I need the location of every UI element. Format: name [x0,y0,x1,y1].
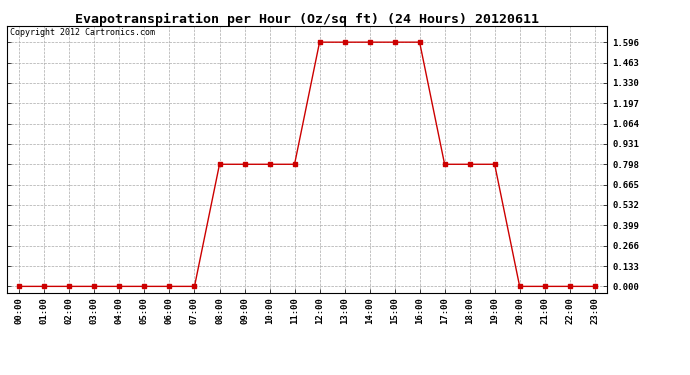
Text: Copyright 2012 Cartronics.com: Copyright 2012 Cartronics.com [10,28,155,37]
Text: Evapotranspiration per Hour (Oz/sq ft) (24 Hours) 20120611: Evapotranspiration per Hour (Oz/sq ft) (… [75,13,539,26]
